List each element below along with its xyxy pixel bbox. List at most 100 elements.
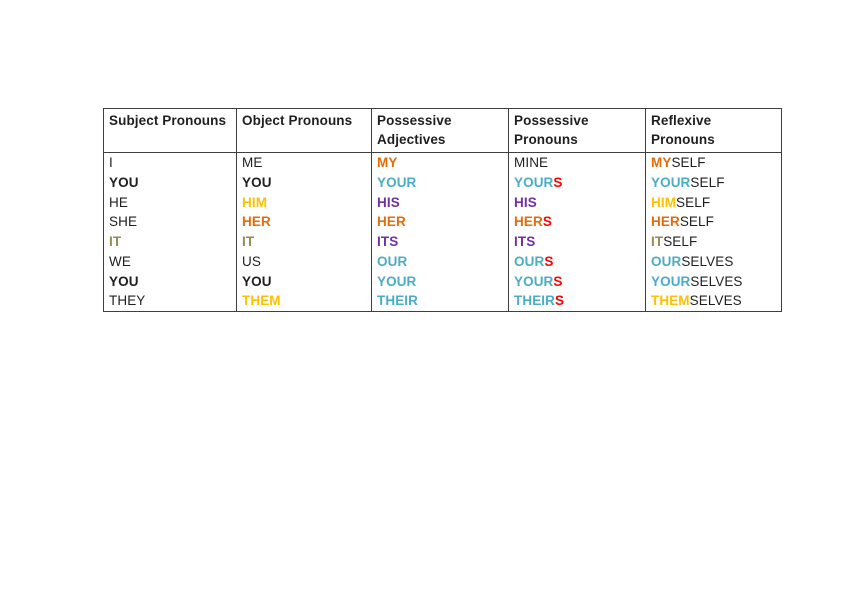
pronoun-segment: YOUR (651, 273, 691, 289)
pronoun-segment: HER (377, 214, 406, 230)
pronoun-segment: YOU (242, 174, 272, 190)
pronoun-segment: THEIR (514, 293, 555, 309)
pronoun-segment: YOU (109, 273, 139, 289)
table-cell: IT (236, 232, 372, 252)
pronoun-segment: ITS (514, 234, 536, 249)
pronoun-segment: IT (651, 234, 664, 249)
pronoun-segment: SELF (676, 194, 711, 210)
pronoun-segment: MINE (514, 155, 549, 170)
table-cell: YOUR (371, 271, 509, 292)
pronoun-segment: HER (242, 214, 271, 230)
table-cell: OURS (508, 251, 646, 272)
pronoun-segment: S (542, 214, 552, 230)
table-cell: MY (371, 152, 509, 173)
pronoun-segment: OUR (651, 253, 682, 269)
pronoun-segment: MY (377, 155, 398, 170)
table-cell: YOUR (371, 172, 509, 193)
pronoun-segment: SELF (679, 214, 714, 230)
table-row: WE US OUR OURS OURSELVES (103, 251, 782, 272)
table-cell: HERSELF (645, 212, 782, 232)
pronoun-segment: THEIR (377, 293, 418, 309)
pronoun-segment: THEY (109, 293, 146, 309)
table-cell: YOU (103, 271, 237, 292)
pronoun-segment: YOUR (651, 174, 691, 190)
pronoun-segment: IT (109, 234, 122, 249)
pronoun-segment: HE (109, 194, 128, 210)
table-cell: HIS (371, 192, 509, 213)
table-cell: ME (236, 152, 372, 173)
pronoun-segment: YOUR (377, 174, 417, 190)
pronoun-segment: SELVES (690, 273, 743, 289)
table-cell: YOU (236, 172, 372, 193)
table-row: I ME MY MINE MYSELF (103, 152, 782, 173)
pronoun-segment: YOU (242, 273, 272, 289)
pronoun-segment: IT (242, 234, 255, 249)
pronoun-segment: SELF (671, 155, 706, 170)
header-row: Subject Pronouns Object Pronouns Possess… (103, 108, 782, 153)
pronoun-segment: YOUR (377, 273, 417, 289)
table-cell: THEMSELVES (645, 291, 782, 312)
table-cell: WE (103, 251, 237, 272)
pronoun-segment: OUR (377, 253, 408, 269)
pronoun-segment: ITS (377, 234, 399, 249)
table-cell: ITSELF (645, 232, 782, 252)
pronoun-segment: YOUR (514, 273, 554, 289)
pronoun-segment: I (109, 155, 113, 170)
table-cell: THEM (236, 291, 372, 312)
table-cell: HER (371, 212, 509, 232)
pronoun-segment: S (544, 253, 554, 269)
header-reflexive-pronouns: Reflexive Pronouns (645, 108, 782, 153)
table-cell: YOU (236, 271, 372, 292)
pronoun-segment: MY (651, 155, 672, 170)
table-row: THEY THEM THEIR THEIRS THEMSELVES (103, 291, 782, 312)
table-cell: US (236, 251, 372, 272)
pronoun-segment: HIS (514, 194, 537, 210)
table-cell: OURSELVES (645, 251, 782, 272)
table-cell: OUR (371, 251, 509, 272)
table-cell: YOURSELF (645, 172, 782, 193)
pronouns-table: Subject Pronouns Object Pronouns Possess… (103, 108, 782, 312)
pronoun-segment: S (553, 174, 563, 190)
pronoun-segment: WE (109, 253, 131, 269)
pronoun-segment: THEM (651, 293, 690, 309)
pronoun-segment: HIM (242, 194, 268, 210)
pronoun-segment: ME (242, 155, 263, 170)
pronoun-segment: S (553, 273, 563, 289)
table-row: HE HIM HIS HIS HIMSELF (103, 192, 782, 213)
pronoun-segment: YOU (109, 174, 139, 190)
table-cell: HIS (508, 192, 646, 213)
table-cell: THEY (103, 291, 237, 312)
table-cell: HIM (236, 192, 372, 213)
table-cell: THEIRS (508, 291, 646, 312)
table-cell: I (103, 152, 237, 173)
table-cell: HERS (508, 212, 646, 232)
table-cell: YOU (103, 172, 237, 193)
table-cell: ITS (371, 232, 509, 252)
table-row: SHE HER HER HERS HERSELF (103, 212, 782, 232)
table-cell: HER (236, 212, 372, 232)
pronoun-segment: SELF (663, 234, 698, 249)
pronoun-segment: US (242, 253, 261, 269)
table-cell: MYSELF (645, 152, 782, 173)
pronoun-segment: SELVES (681, 253, 734, 269)
pronoun-segment: S (555, 293, 565, 309)
pronoun-segment: HER (651, 214, 680, 230)
table-row: YOU YOU YOUR YOURS YOURSELF (103, 172, 782, 193)
table-row: IT IT ITS ITS ITSELF (103, 232, 782, 252)
table-cell: THEIR (371, 291, 509, 312)
table-cell: MINE (508, 152, 646, 173)
table-cell: IT (103, 232, 237, 252)
header-subject-pronouns: Subject Pronouns (103, 108, 237, 153)
pronouns-table-body: I ME MY MINE MYSELF YOU YOU YOUR YOURS YOURSELF HE… (103, 152, 782, 312)
table-cell: HE (103, 192, 237, 213)
table-cell: ITS (508, 232, 646, 252)
table-cell: HIMSELF (645, 192, 782, 213)
pronoun-segment: YOUR (514, 174, 554, 190)
pronoun-segment: HER (514, 214, 543, 230)
header-object-pronouns: Object Pronouns (236, 108, 372, 153)
pronoun-segment: SELVES (689, 293, 742, 309)
header-possessive-adjectives: Possessive Adjectives (371, 108, 509, 153)
table-cell: YOURSELVES (645, 271, 782, 292)
table-cell: YOURS (508, 271, 646, 292)
table-row: YOU YOU YOUR YOURS YOURSELVES (103, 271, 782, 292)
